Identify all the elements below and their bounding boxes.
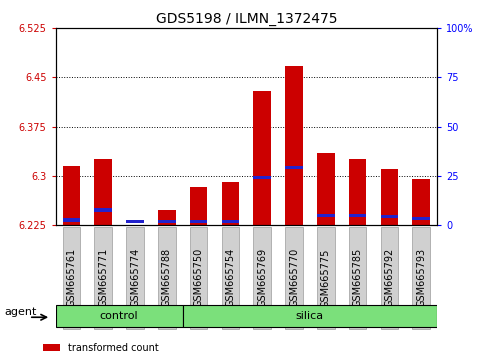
- Bar: [254, 176, 271, 179]
- Bar: [317, 153, 335, 225]
- Text: control: control: [100, 311, 139, 321]
- Bar: [254, 91, 271, 225]
- Bar: [95, 159, 112, 225]
- Bar: [158, 210, 176, 225]
- Bar: [222, 182, 239, 225]
- Title: GDS5198 / ILMN_1372475: GDS5198 / ILMN_1372475: [156, 12, 337, 26]
- Text: GSM665788: GSM665788: [162, 248, 172, 307]
- FancyBboxPatch shape: [126, 227, 144, 329]
- FancyBboxPatch shape: [412, 227, 430, 329]
- Bar: [381, 169, 398, 225]
- Bar: [285, 166, 303, 169]
- Bar: [222, 219, 239, 223]
- Text: GSM665792: GSM665792: [384, 248, 395, 308]
- Bar: [43, 344, 60, 352]
- Bar: [412, 217, 430, 220]
- Text: GSM665754: GSM665754: [226, 248, 235, 308]
- Text: GSM665761: GSM665761: [67, 248, 76, 307]
- FancyBboxPatch shape: [254, 227, 271, 329]
- FancyBboxPatch shape: [285, 227, 303, 329]
- FancyBboxPatch shape: [349, 227, 367, 329]
- Text: GSM665775: GSM665775: [321, 248, 331, 308]
- Bar: [190, 219, 207, 223]
- FancyBboxPatch shape: [222, 227, 239, 329]
- Bar: [56, 305, 183, 327]
- Bar: [126, 219, 144, 223]
- FancyBboxPatch shape: [158, 227, 176, 329]
- Bar: [63, 218, 80, 222]
- Text: GSM665750: GSM665750: [194, 248, 204, 308]
- FancyBboxPatch shape: [190, 227, 207, 329]
- Text: GSM665774: GSM665774: [130, 248, 140, 308]
- Bar: [349, 159, 367, 225]
- Bar: [183, 305, 437, 327]
- Bar: [63, 166, 80, 225]
- FancyBboxPatch shape: [317, 227, 335, 329]
- FancyBboxPatch shape: [95, 227, 112, 329]
- Text: GSM665770: GSM665770: [289, 248, 299, 308]
- FancyBboxPatch shape: [381, 227, 398, 329]
- Bar: [412, 179, 430, 225]
- Text: agent: agent: [4, 307, 37, 317]
- Bar: [317, 214, 335, 217]
- Bar: [285, 65, 303, 225]
- Text: GSM665769: GSM665769: [257, 248, 267, 307]
- Bar: [190, 187, 207, 225]
- Bar: [158, 219, 176, 223]
- Bar: [95, 209, 112, 212]
- Text: silica: silica: [296, 311, 324, 321]
- Text: GSM665793: GSM665793: [416, 248, 426, 307]
- Bar: [381, 215, 398, 218]
- Bar: [349, 214, 367, 217]
- Text: GSM665785: GSM665785: [353, 248, 363, 308]
- Text: GSM665771: GSM665771: [98, 248, 108, 308]
- FancyBboxPatch shape: [63, 227, 80, 329]
- Text: transformed count: transformed count: [69, 343, 159, 353]
